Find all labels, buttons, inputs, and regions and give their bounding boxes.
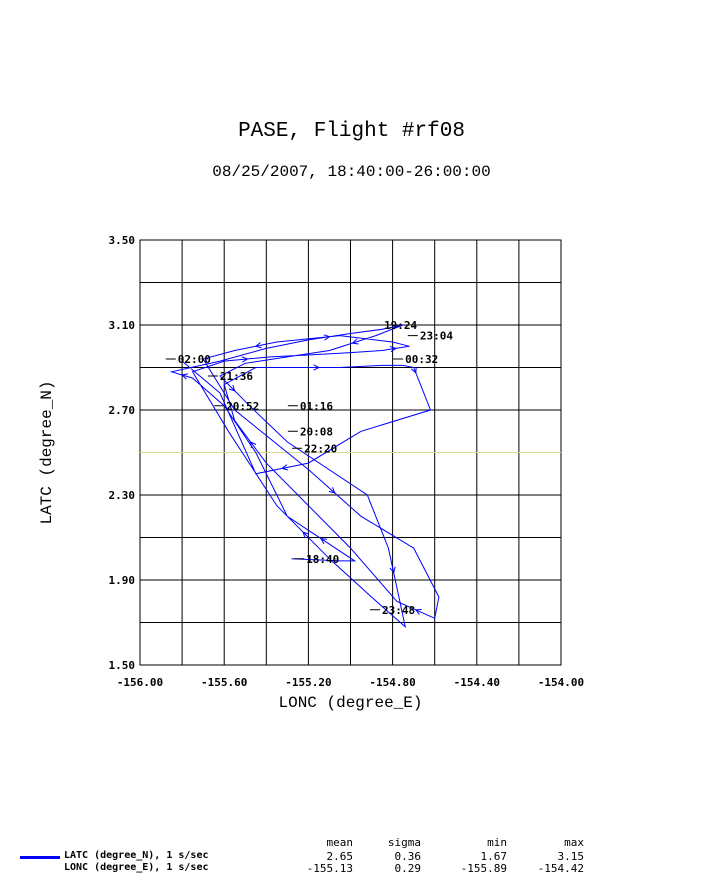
stats-max-value: 3.15	[557, 850, 585, 863]
stats-header-max: max	[564, 836, 584, 849]
stats-max-value: -154.42	[537, 862, 584, 875]
chart-subtitle: 08/25/2007, 18:40:00-26:00:00	[212, 163, 491, 181]
time-annotation-label: 20:08	[300, 425, 333, 438]
time-annotation-label: 23:04	[420, 330, 453, 343]
y-tick-label: 3.50	[109, 234, 136, 247]
direction-arrow	[389, 346, 397, 353]
stats-row-latc: LATC (degree_N), 1 s/sec 2.65 0.36 1.67 …	[0, 850, 703, 863]
direction-arrow	[410, 366, 417, 374]
direction-arrow	[228, 385, 236, 392]
stats-header-mean: mean	[326, 836, 354, 849]
stats-header-row: mean sigma min max	[0, 836, 703, 849]
y-tick-label: 1.90	[109, 574, 136, 587]
stats-mean-value: -155.13	[306, 862, 353, 875]
chart-title: PASE, Flight #rf08	[238, 120, 465, 143]
y-tick-label: 1.50	[109, 659, 136, 672]
stats-row-lonc: LONC (degree_E), 1 s/sec -155.13 0.29 -1…	[0, 862, 703, 875]
x-tick-label: -154.80	[369, 676, 415, 689]
y-tick-label: 2.30	[109, 489, 136, 502]
time-annotation-label: 20:52	[226, 400, 259, 413]
x-tick-label: -155.20	[285, 676, 331, 689]
flight-track-line	[169, 324, 440, 629]
time-annotation-label: 19:24	[384, 319, 417, 332]
y-axis-label: LATC (degree_N)	[38, 380, 56, 524]
direction-arrow	[181, 373, 189, 380]
time-annotation-label: 23:48	[382, 604, 415, 617]
direction-arrow	[302, 531, 309, 539]
x-tick-label: -154.00	[538, 676, 584, 689]
x-axis-label: LONC (degree_E)	[278, 694, 422, 712]
series-color-swatch	[20, 856, 60, 859]
direction-arrow	[313, 364, 321, 371]
flight-track-chart: -156.00 -155.60 -155.20 -154.80 -154.40 -154.…	[38, 234, 584, 712]
stats-row-label: LATC (degree_N), 1 s/sec	[64, 850, 209, 861]
x-tick-label: -154.40	[454, 676, 500, 689]
direction-arrow	[414, 609, 422, 615]
direction-arrow	[281, 464, 289, 471]
stats-mean-value: 2.65	[326, 850, 354, 863]
direction-arrow	[320, 538, 328, 545]
stats-sigma-value: 0.29	[394, 862, 422, 875]
x-tick-label: -156.00	[117, 676, 163, 689]
stats-header-sigma: sigma	[387, 836, 421, 849]
time-annotation-label: 02:00	[178, 353, 211, 366]
direction-arrow	[351, 338, 359, 345]
stats-sigma-value: 0.36	[394, 850, 422, 863]
direction-arrow	[323, 334, 331, 341]
time-annotation-label: 00:32	[405, 353, 438, 366]
time-annotation-label: 21:36	[220, 370, 253, 383]
direction-arrow	[249, 441, 257, 448]
time-annotation-label: 01:16	[300, 400, 333, 413]
direction-arrow	[241, 356, 249, 363]
time-annotation-label: 18:40	[306, 553, 339, 566]
direction-arrow	[254, 342, 262, 349]
stats-min-value: 1.67	[480, 850, 508, 863]
y-tick-label: 2.70	[109, 404, 136, 417]
direction-arrow	[389, 566, 396, 574]
statistics-table: mean sigma min max LATC (degree_N), 1 s/…	[0, 834, 703, 880]
direction-arrow	[328, 487, 336, 494]
time-annotation-label: 22:20	[304, 442, 337, 455]
stats-header-min: min	[487, 836, 507, 849]
x-tick-label: -155.60	[201, 676, 247, 689]
stats-min-value: -155.89	[460, 862, 507, 875]
y-tick-label: 3.10	[109, 319, 136, 332]
stats-row-label: LONC (degree_E), 1 s/sec	[64, 862, 209, 873]
